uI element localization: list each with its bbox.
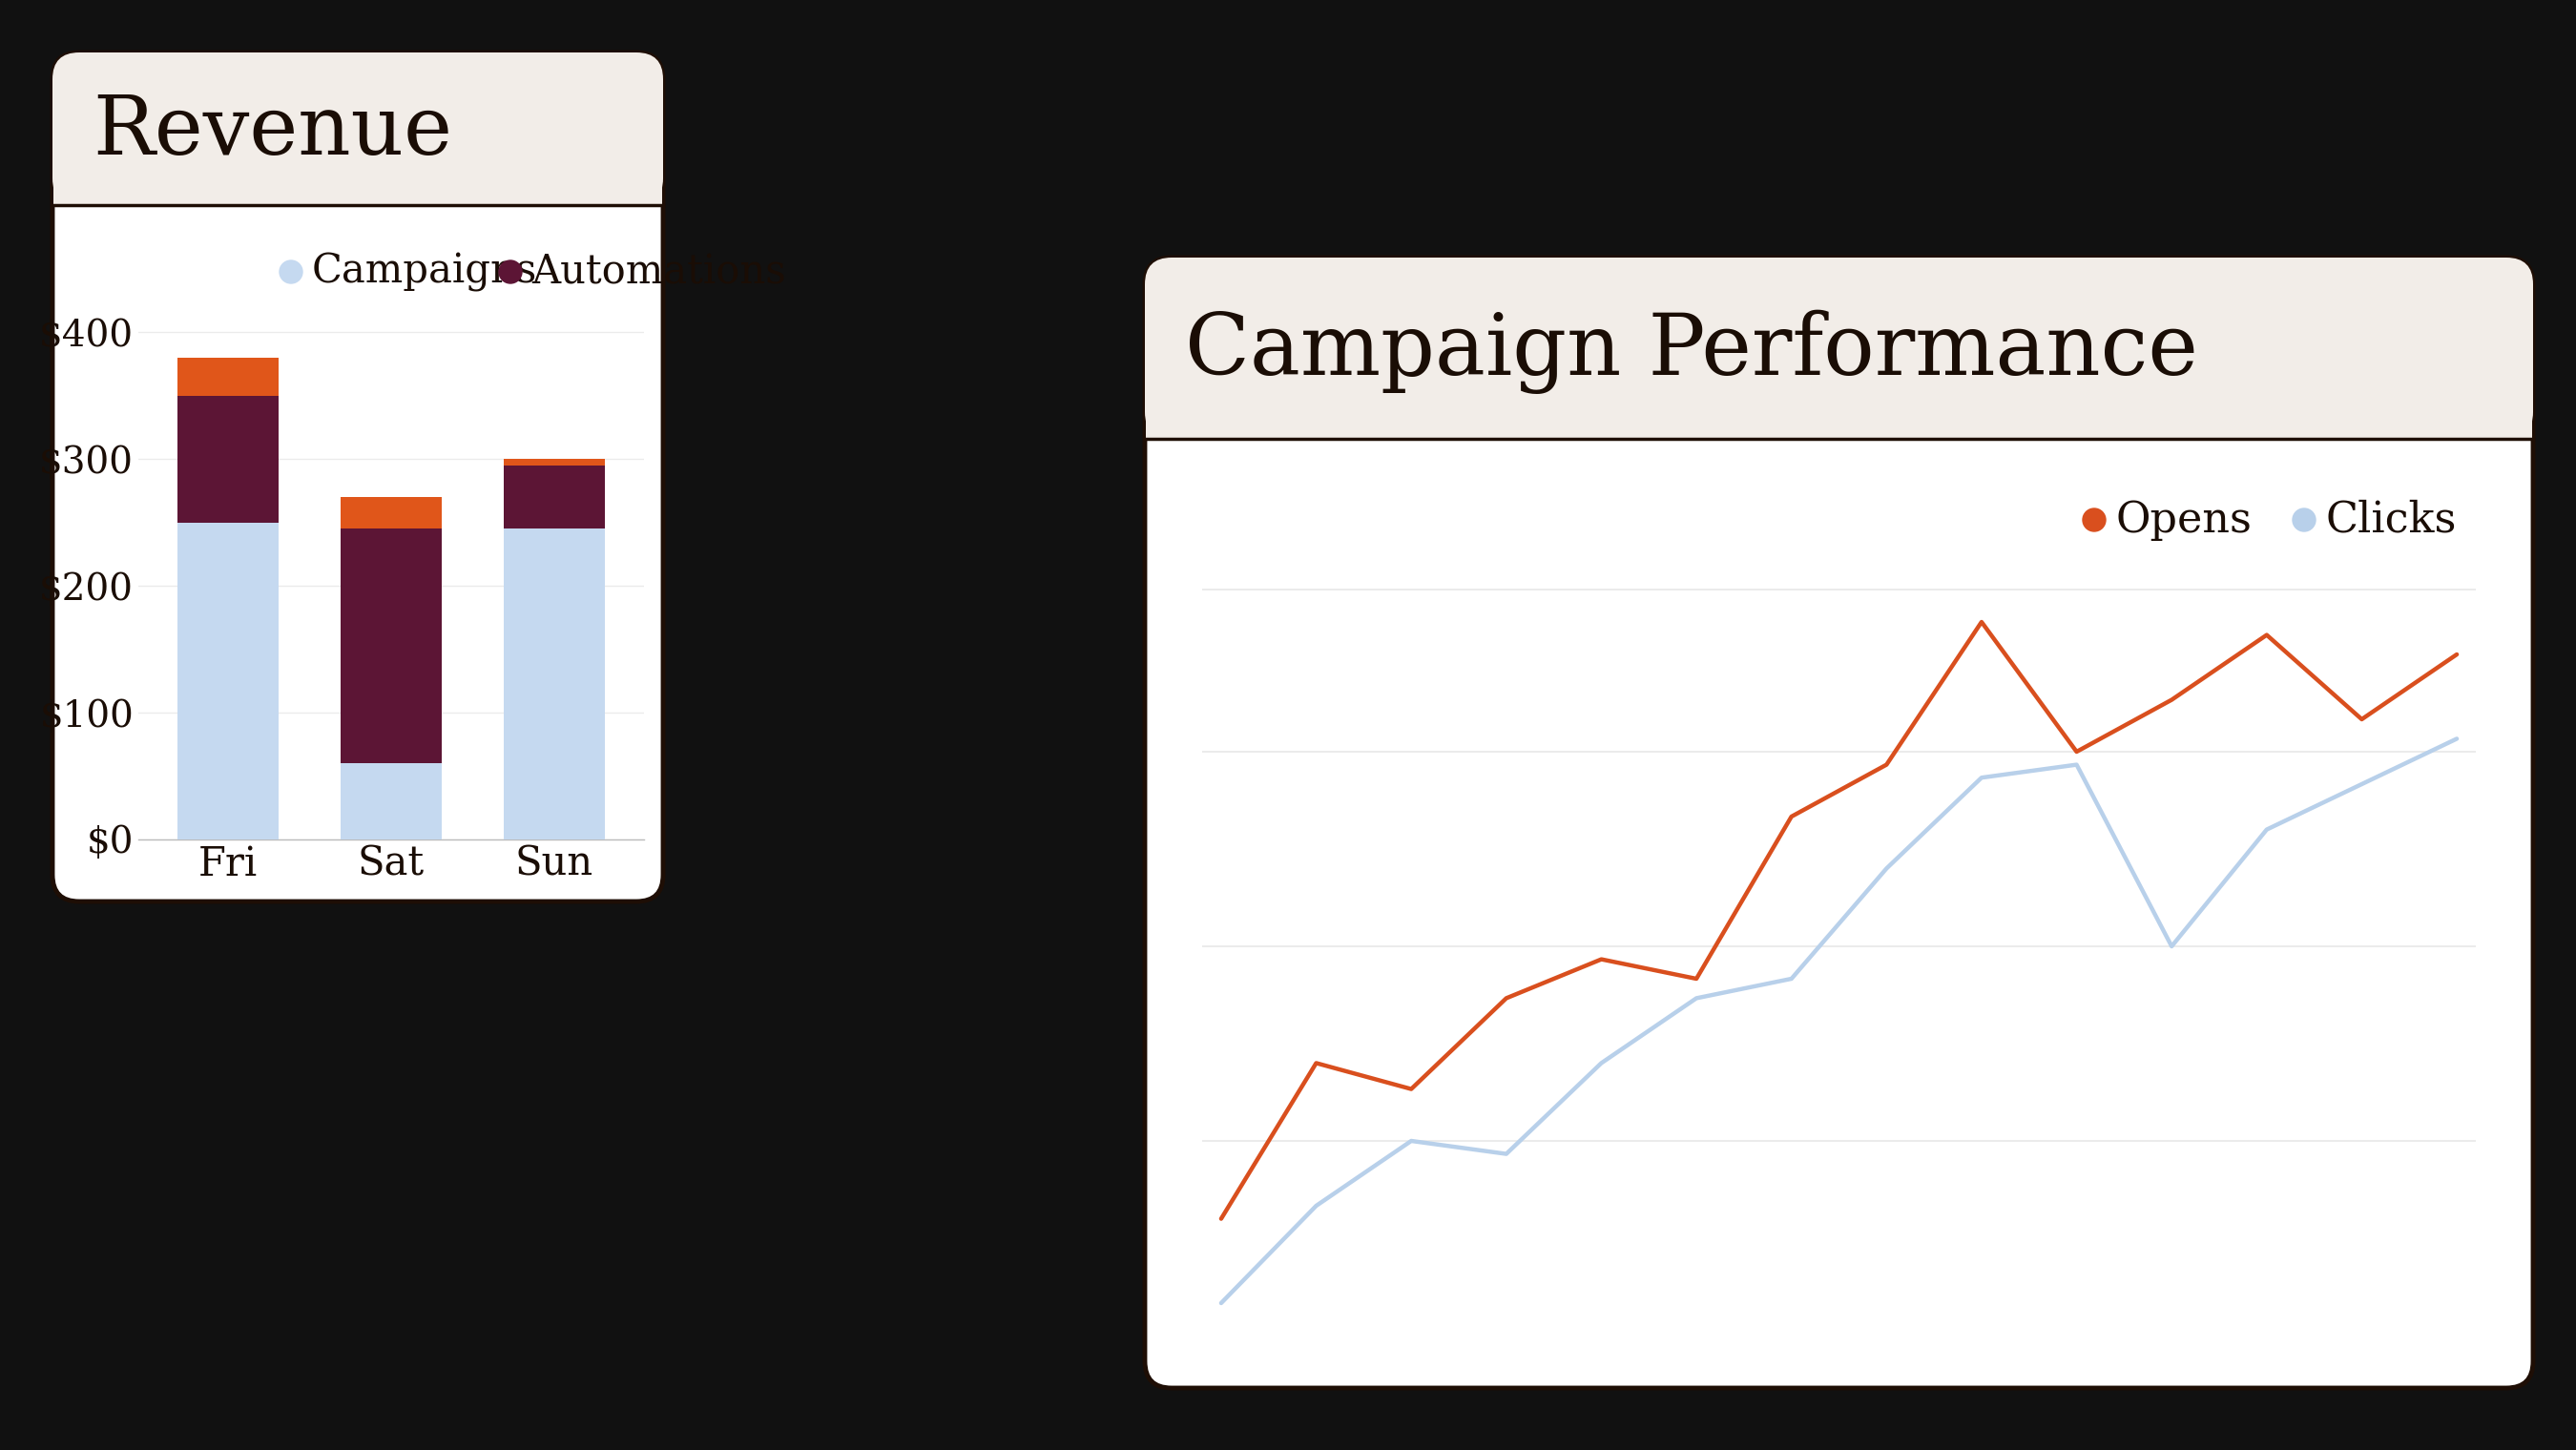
- Text: Campaign Performance: Campaign Performance: [1185, 310, 2197, 394]
- Circle shape: [281, 261, 301, 283]
- Bar: [1146, 348, 2532, 439]
- Circle shape: [500, 261, 523, 283]
- FancyBboxPatch shape: [1144, 258, 2532, 1388]
- Circle shape: [2084, 509, 2105, 531]
- Bar: [340, 763, 440, 840]
- Text: Campaigns: Campaigns: [312, 252, 538, 291]
- FancyBboxPatch shape: [1144, 258, 2532, 439]
- Text: Revenue: Revenue: [93, 93, 453, 171]
- Bar: [340, 529, 440, 763]
- Bar: [178, 522, 278, 840]
- FancyBboxPatch shape: [52, 52, 662, 204]
- Text: Clicks: Clicks: [2326, 499, 2455, 541]
- Bar: [505, 465, 605, 529]
- Text: Automations: Automations: [531, 252, 786, 291]
- Bar: [505, 529, 605, 840]
- Bar: [505, 460, 605, 465]
- Circle shape: [2293, 509, 2316, 531]
- Text: Opens: Opens: [2115, 499, 2251, 541]
- Bar: [178, 396, 278, 522]
- Bar: [54, 129, 662, 206]
- Bar: [178, 358, 278, 396]
- FancyBboxPatch shape: [52, 52, 662, 902]
- Bar: [340, 497, 440, 529]
